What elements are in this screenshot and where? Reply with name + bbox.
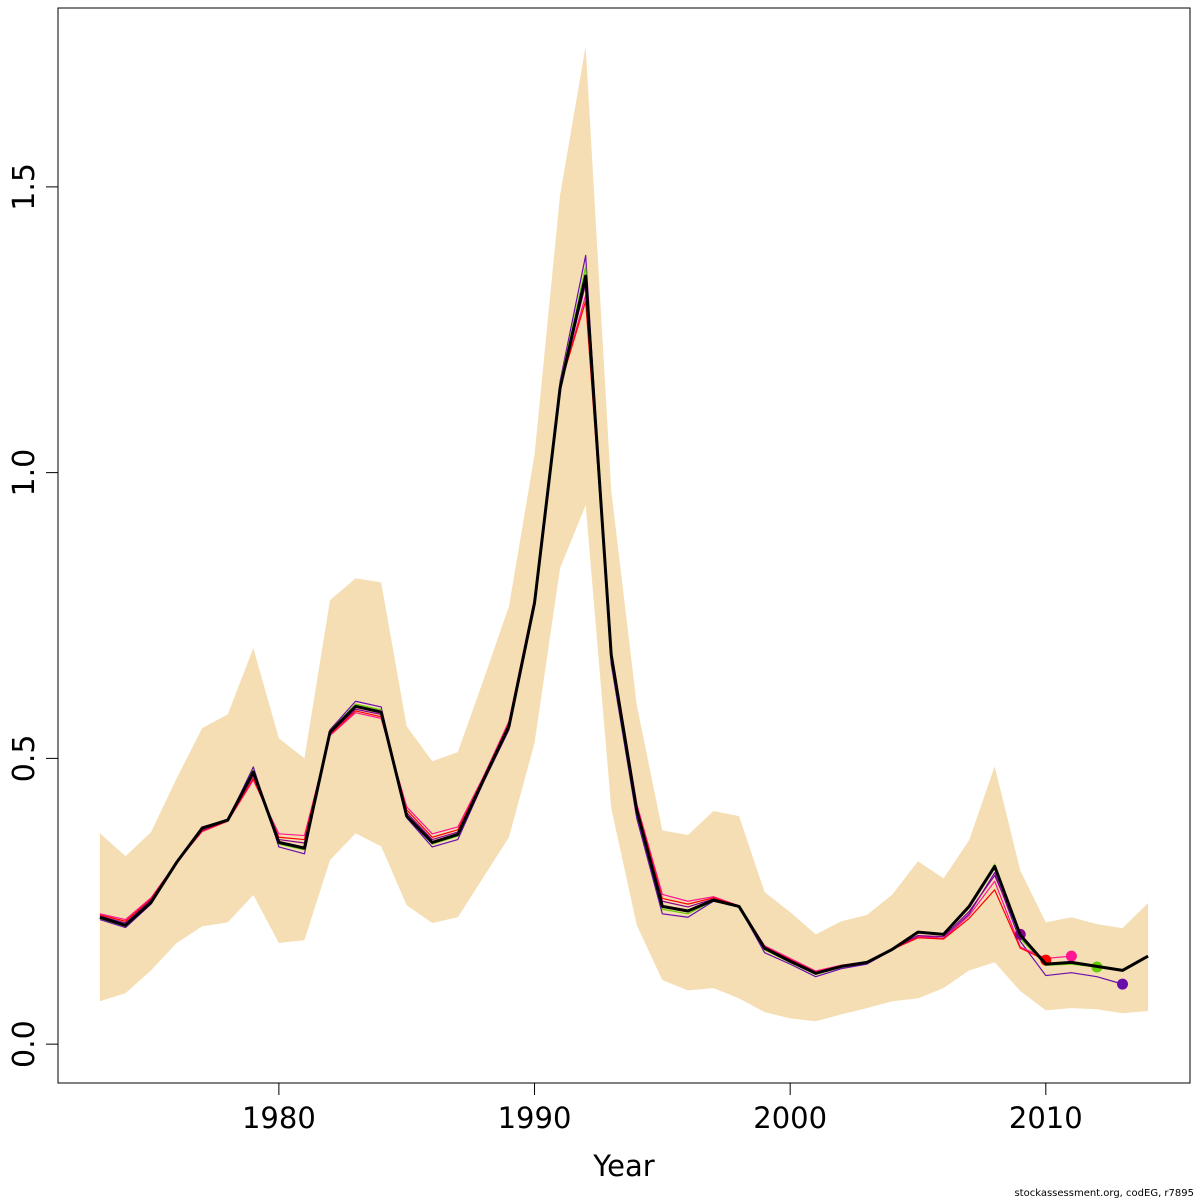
x-tick-label: 1980 bbox=[242, 1101, 316, 1135]
x-tick-label: 2000 bbox=[753, 1101, 827, 1135]
plot-frame bbox=[57, 7, 1191, 1084]
x-tick-label: 2010 bbox=[1009, 1101, 1083, 1135]
endpoint bbox=[1065, 950, 1077, 962]
y-tick-label: 1.5 bbox=[7, 163, 42, 211]
series-line bbox=[99, 274, 1149, 975]
x-tick-label: 1990 bbox=[498, 1101, 572, 1135]
y-tick-label: 1.0 bbox=[7, 449, 42, 497]
y-tick-label: 0.0 bbox=[7, 1020, 42, 1068]
x-axis-label: Year bbox=[592, 1149, 654, 1183]
endpoint bbox=[1117, 978, 1129, 990]
confidence-band bbox=[99, 46, 1149, 1022]
footnote: stockassessment.org, codEG, r7895 bbox=[1014, 1188, 1194, 1199]
y-tick-label: 0.5 bbox=[7, 735, 42, 783]
